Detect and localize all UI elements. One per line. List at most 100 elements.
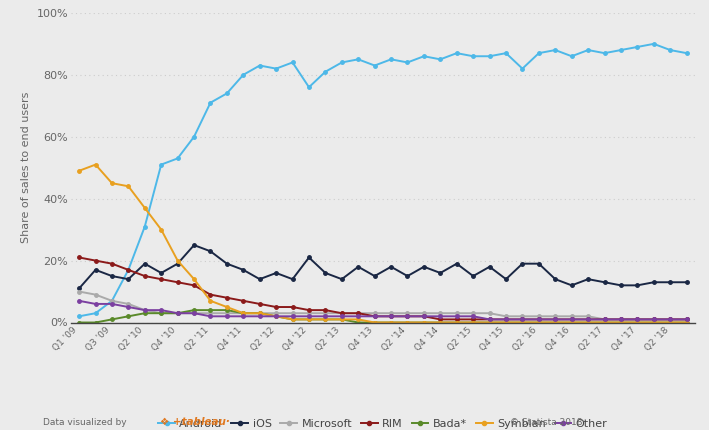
Microsoft [403, 310, 412, 316]
Other [239, 314, 247, 319]
Android [502, 51, 510, 56]
Other [354, 314, 362, 319]
Microsoft [140, 307, 149, 313]
Symbian [601, 320, 609, 325]
Other [486, 317, 494, 322]
Microsoft [518, 314, 527, 319]
Microsoft [486, 310, 494, 316]
Other [140, 307, 149, 313]
Symbian [486, 320, 494, 325]
Other [584, 317, 592, 322]
iOS [551, 276, 559, 282]
Android [584, 47, 592, 52]
Symbian [305, 317, 313, 322]
Microsoft [190, 310, 199, 316]
iOS [174, 261, 182, 266]
Symbian [124, 184, 133, 189]
Android [321, 69, 330, 74]
Microsoft [321, 310, 330, 316]
iOS [272, 270, 280, 276]
Android [601, 51, 609, 56]
Bada* [255, 310, 264, 316]
Symbian [255, 310, 264, 316]
Microsoft [305, 310, 313, 316]
Microsoft [223, 310, 231, 316]
Other [387, 314, 396, 319]
iOS [584, 276, 592, 282]
Microsoft [91, 292, 100, 297]
Microsoft [206, 310, 215, 316]
Microsoft [239, 310, 247, 316]
RIM [633, 317, 642, 322]
Symbian [239, 310, 247, 316]
Bada* [469, 320, 477, 325]
Microsoft [551, 314, 559, 319]
Android [91, 310, 100, 316]
Bada* [649, 320, 658, 325]
iOS [420, 264, 428, 269]
Symbian [321, 317, 330, 322]
Bada* [452, 320, 461, 325]
Bada* [551, 320, 559, 325]
Symbian [535, 320, 543, 325]
iOS [321, 270, 330, 276]
Microsoft [255, 310, 264, 316]
iOS [601, 280, 609, 285]
iOS [223, 261, 231, 266]
Other [91, 301, 100, 307]
RIM [75, 255, 84, 260]
Microsoft [108, 298, 116, 304]
Other [206, 314, 215, 319]
Bada* [206, 307, 215, 313]
Bada* [370, 320, 379, 325]
Other [321, 314, 330, 319]
Other [75, 298, 84, 304]
Bada* [617, 320, 625, 325]
Bada* [337, 317, 346, 322]
Bada* [682, 320, 691, 325]
Line: Microsoft: Microsoft [77, 290, 688, 321]
RIM [469, 317, 477, 322]
Symbian [223, 304, 231, 310]
Legend: Android, iOS, Microsoft, RIM, Bada*, Symbian, Other: Android, iOS, Microsoft, RIM, Bada*, Sym… [154, 415, 612, 430]
RIM [518, 317, 527, 322]
Android [305, 85, 313, 90]
RIM [337, 310, 346, 316]
iOS [91, 267, 100, 273]
Bada* [354, 320, 362, 325]
RIM [420, 314, 428, 319]
Android [633, 44, 642, 49]
Symbian [452, 320, 461, 325]
Bada* [387, 320, 396, 325]
iOS [337, 276, 346, 282]
Symbian [666, 320, 674, 325]
Android [486, 54, 494, 59]
iOS [124, 276, 133, 282]
Bada* [272, 314, 280, 319]
Android [617, 47, 625, 52]
Bada* [321, 317, 330, 322]
Line: iOS: iOS [77, 243, 688, 290]
Symbian [617, 320, 625, 325]
RIM [387, 314, 396, 319]
Microsoft [157, 310, 165, 316]
Symbian [337, 317, 346, 322]
Other [255, 314, 264, 319]
Microsoft [452, 310, 461, 316]
Bada* [436, 320, 445, 325]
Other [649, 317, 658, 322]
RIM [682, 317, 691, 322]
Android [420, 54, 428, 59]
RIM [140, 273, 149, 279]
Bada* [91, 320, 100, 325]
Microsoft [601, 317, 609, 322]
RIM [567, 317, 576, 322]
Bada* [633, 320, 642, 325]
Android [567, 54, 576, 59]
Android [206, 100, 215, 105]
RIM [436, 317, 445, 322]
Text: ❖ +tableau·: ❖ +tableau· [160, 417, 230, 427]
Symbian [469, 320, 477, 325]
RIM [91, 258, 100, 263]
RIM [108, 261, 116, 266]
